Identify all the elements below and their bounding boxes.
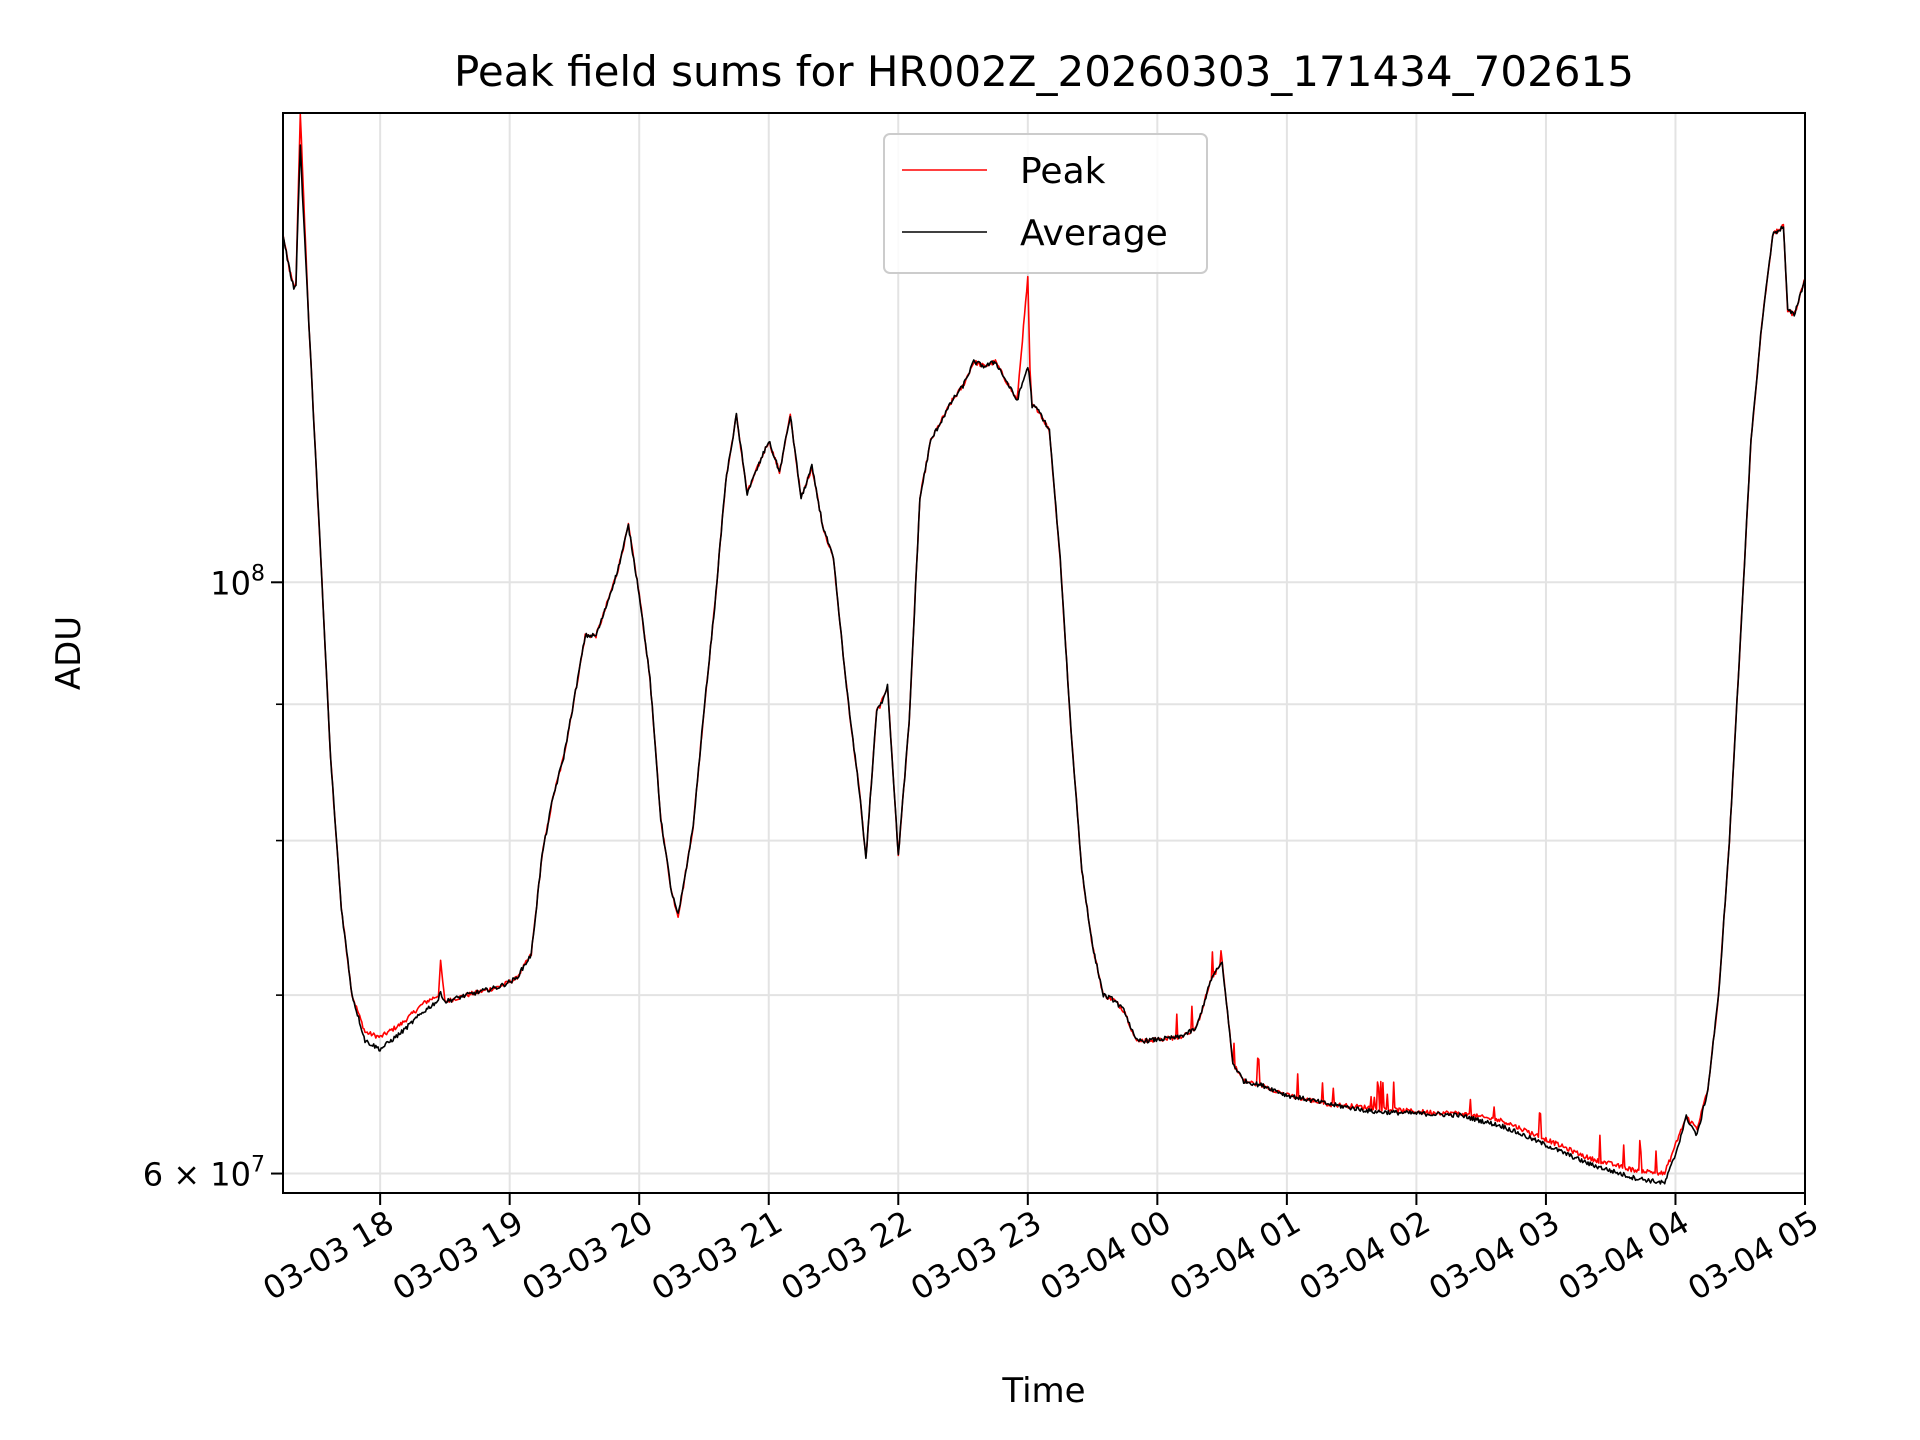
x-axis-title: Time	[1001, 1371, 1085, 1411]
y-tick-label: 6 × 107	[143, 1153, 265, 1194]
y-axis: 108 6 × 107	[143, 561, 283, 1194]
plot-frame	[282, 112, 1806, 1194]
legend-label-average: Average	[1020, 213, 1168, 254]
legend-label-peak: Peak	[1020, 151, 1106, 192]
chart-title: Peak field sums for HR002Z_20260303_1714…	[454, 47, 1634, 96]
grid	[283, 113, 1806, 1193]
legend-frame	[883, 133, 1208, 274]
y-tick-label: 108	[210, 561, 265, 602]
plot-series-group	[283, 113, 1805, 1185]
y-axis-title: ADU	[49, 616, 89, 690]
legend: Peak Average	[883, 133, 1208, 274]
series-line-average	[283, 144, 1805, 1185]
